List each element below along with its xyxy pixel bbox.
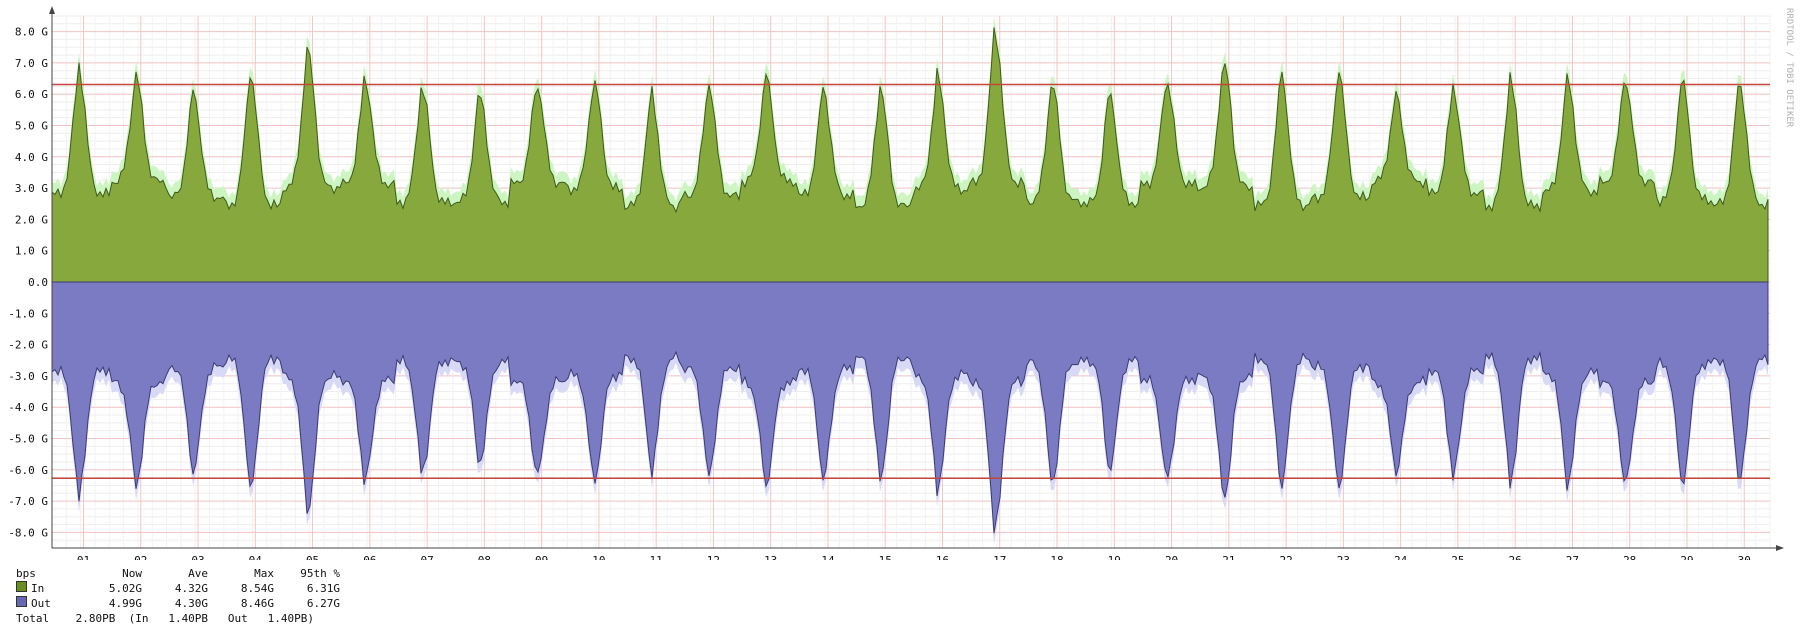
x-tick-label: 16 <box>936 554 949 560</box>
legend-in-now: 5.02G <box>108 582 142 595</box>
legend-out-max: 8.46G <box>240 597 274 610</box>
y-tick-label: 5.0 G <box>15 120 48 133</box>
y-axis-arrow <box>49 6 55 14</box>
x-tick-label: 19 <box>1108 554 1121 560</box>
y-tick-label: -7.0 G <box>8 495 48 508</box>
legend-header-unit: bps <box>16 567 36 580</box>
x-tick-label: 04 <box>249 554 263 560</box>
y-tick-label: 6.0 G <box>15 88 48 101</box>
x-tick-label: 08 <box>478 554 491 560</box>
y-tick-label: -8.0 G <box>8 526 48 539</box>
watermark: RRDTOOL / TOBI OETIKER <box>1784 8 1794 128</box>
y-tick-label: -6.0 G <box>8 464 48 477</box>
x-tick-label: 14 <box>821 554 835 560</box>
y-tick-label: 3.0 G <box>15 182 48 195</box>
x-tick-label: 09 <box>535 554 548 560</box>
x-tick-labels: 01 02 03 04 05 06 07 08 09 10 11 12 13 14 15 16 17 18 19 20… <box>77 554 1751 560</box>
x-tick-label: 13 <box>764 554 777 560</box>
in-swatch <box>16 581 27 592</box>
out-swatch <box>16 596 27 607</box>
legend-in-max: 8.54G <box>240 582 274 595</box>
x-tick-label: 11 <box>650 554 663 560</box>
legend-out-now: 4.99G <box>108 597 142 610</box>
x-tick-label: 30 <box>1738 554 1751 560</box>
y-tick-label: 1.0 G <box>15 245 48 258</box>
x-tick-label: 12 <box>707 554 720 560</box>
y-tick-label: -5.0 G <box>8 433 48 446</box>
x-tick-label: 06 <box>363 554 376 560</box>
x-tick-label: 05 <box>306 554 319 560</box>
legend-out-p95: 6.27G <box>306 597 340 610</box>
x-tick-label: 15 <box>879 554 892 560</box>
y-tick-label: -4.0 G <box>8 401 48 414</box>
legend-in-name: In <box>31 582 45 595</box>
x-tick-label: 26 <box>1509 554 1522 560</box>
percentile-lines <box>52 83 1770 480</box>
x-tick-label: 17 <box>993 554 1006 560</box>
y-tick-label: 2.0 G <box>15 213 48 226</box>
legend-row-out: Out 4.99G 4.30G 8.46G 6.27G <box>16 596 340 611</box>
y-tick-label: -2.0 G <box>8 339 48 352</box>
x-tick-label: 20 <box>1165 554 1178 560</box>
y-tick-label: 8.0 G <box>15 26 48 39</box>
legend-row-in: In 5.02G 4.32G 8.54G 6.31G <box>16 581 340 596</box>
legend-in-p95: 6.31G <box>306 582 340 595</box>
x-tick-label: 28 <box>1623 554 1636 560</box>
y-tick-labels: 8.0 G 7.0 G 6.0 G 5.0 G 4.0 G 3.0 G 2.0 G 1.0 G… <box>8 26 48 540</box>
x-tick-label: 22 <box>1279 554 1292 560</box>
legend-out-ave: 4.30G <box>174 597 208 610</box>
x-tick-label: 23 <box>1337 554 1350 560</box>
legend-out-name: Out <box>31 597 51 610</box>
in-area <box>51 27 1769 283</box>
legend-header-now: Now <box>122 567 142 580</box>
series-layer <box>51 16 1769 545</box>
x-tick-label: 24 <box>1394 554 1408 560</box>
legend-total: Total 2.80PB (In 1.40PB Out 1.40PB) <box>16 612 315 625</box>
x-tick-label: 25 <box>1451 554 1464 560</box>
x-tick-label: 18 <box>1050 554 1063 560</box>
legend: bps Now Ave Max 95th % In 5.02G 4.32G 8.… <box>16 566 340 626</box>
legend-header-p95: 95th % <box>300 567 340 580</box>
x-tick-label: 07 <box>420 554 433 560</box>
x-tick-label: 01 <box>77 554 90 560</box>
x-axis-arrow <box>1776 545 1784 552</box>
traffic-chart: 8.0 G 7.0 G 6.0 G 5.0 G 4.0 G 3.0 G 2.0 G 1.0 G… <box>8 6 1794 560</box>
x-tick-label: 29 <box>1680 554 1693 560</box>
x-tick-label: 10 <box>592 554 605 560</box>
legend-header-max: Max <box>254 567 274 580</box>
legend-header-ave: Ave <box>188 567 208 580</box>
legend-in-ave: 4.32G <box>174 582 208 595</box>
y-tick-label: 7.0 G <box>15 57 48 70</box>
x-tick-label: 02 <box>134 554 147 560</box>
y-tick-label: -3.0 G <box>8 370 48 383</box>
y-tick-label: 4.0 G <box>15 151 48 164</box>
out-area <box>51 281 1769 534</box>
x-tick-label: 27 <box>1566 554 1579 560</box>
x-tick-label: 03 <box>191 554 204 560</box>
x-tick-label: 21 <box>1222 554 1235 560</box>
y-tick-label: 0.0 <box>28 276 48 289</box>
y-tick-label: -1.0 G <box>8 307 48 320</box>
axes <box>49 6 1784 552</box>
legend-header: bps Now Ave Max 95th % <box>16 566 340 581</box>
